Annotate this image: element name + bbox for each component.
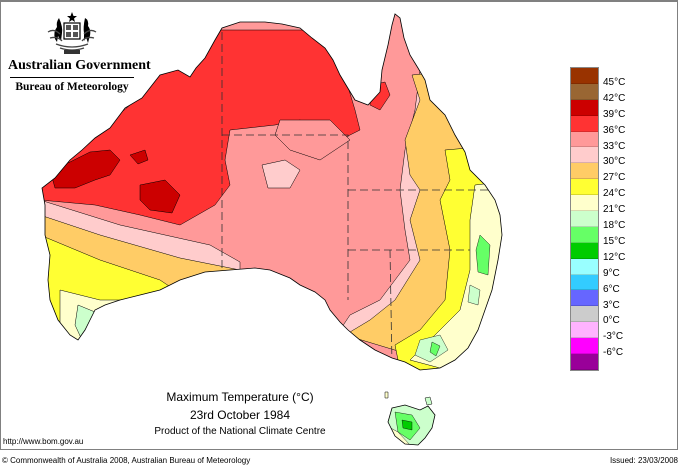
coat-of-arms-icon <box>47 12 97 54</box>
map-title-block: Maximum Temperature (°C) 23rd October 19… <box>140 390 340 438</box>
legend-swatch <box>571 115 598 132</box>
legend-label: 21°C <box>603 204 626 216</box>
legend-swatch <box>571 179 598 196</box>
legend-label: 12°C <box>603 251 626 263</box>
legend-label: 39°C <box>603 108 626 120</box>
temperature-map <box>41 13 503 446</box>
legend-label: -3°C <box>603 331 624 343</box>
map-title: Maximum Temperature (°C) <box>166 390 314 404</box>
legend-swatch <box>571 195 598 212</box>
legend-swatch <box>571 306 598 323</box>
legend-swatch <box>571 99 598 116</box>
legend-label: 9°C <box>603 267 620 279</box>
legend-label: 6°C <box>603 283 620 295</box>
legend-swatch <box>571 258 598 275</box>
bureau-title: Bureau of Meteorology <box>15 81 129 93</box>
legend-swatch <box>571 242 598 259</box>
legend-swatch <box>571 338 598 355</box>
legend-label: 24°C <box>603 188 626 200</box>
legend-swatch <box>571 83 598 100</box>
bom-url-link[interactable]: http://www.bom.gov.au <box>3 437 84 446</box>
map-date: 23rd October 1984 <box>189 408 291 422</box>
legend-label: 30°C <box>603 156 626 168</box>
legend-swatch <box>571 163 598 180</box>
legend-swatch <box>571 211 598 227</box>
legend-swatch <box>571 226 598 243</box>
legend-label: -6°C <box>603 347 624 359</box>
legend-swatch <box>571 290 598 307</box>
legend-swatch <box>571 274 598 291</box>
legend-label: 36°C <box>603 124 626 136</box>
legend-label: 45°C <box>603 76 626 88</box>
copyright-text: © Commonwealth of Australia 2008, Austra… <box>2 456 251 465</box>
legend-swatch <box>571 322 598 339</box>
legend-label: 3°C <box>603 299 620 311</box>
logo-divider <box>10 77 134 78</box>
legend-label: 18°C <box>603 220 626 231</box>
legend-swatch <box>571 354 598 370</box>
legend-swatch <box>571 68 598 84</box>
legend-label: 0°C <box>603 315 620 327</box>
government-title: Australian Government <box>8 58 151 73</box>
legend-swatch <box>571 131 598 148</box>
map-product: Product of the National Climate Centre <box>154 426 326 437</box>
legend-swatch <box>571 147 598 164</box>
legend-label: 33°C <box>603 140 626 152</box>
tasmania-fill <box>388 405 435 445</box>
issued-date: Issued: 23/03/2008 <box>609 456 678 465</box>
mainland-fill <box>42 14 502 370</box>
legend-label: 15°C <box>603 235 626 247</box>
legend-label: 27°C <box>603 172 626 184</box>
bom-logo: Australian Government Bureau of Meteorol… <box>8 10 151 98</box>
legend-colorbar <box>570 67 599 371</box>
legend-label: 42°C <box>603 92 626 104</box>
